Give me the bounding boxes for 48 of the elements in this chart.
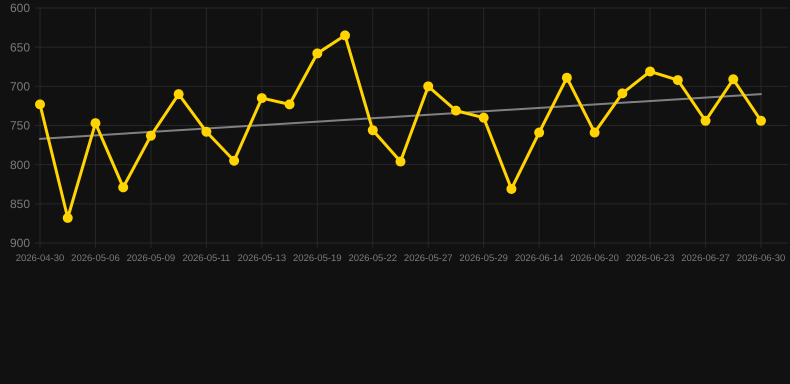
point: [756, 116, 766, 126]
x-tick-label: 2026-06-27: [681, 253, 730, 264]
y-tick-label: 750: [10, 118, 30, 133]
point: [562, 72, 572, 83]
x-tick-label: 2026-06-23: [626, 253, 674, 264]
point: [396, 156, 406, 167]
x-tick-label: 2026-05-22: [348, 253, 398, 264]
point: [478, 112, 489, 123]
y-tick-label: 850: [10, 197, 30, 212]
point: [35, 99, 45, 110]
y-tick-label: 600: [10, 1, 30, 16]
point: [312, 48, 322, 58]
x-tick-label: 2026-05-06: [71, 253, 120, 264]
y-tick-label: 650: [10, 40, 30, 54]
point: [617, 88, 628, 98]
point: [534, 128, 544, 138]
x-tick-label: 2026-05-13: [238, 253, 286, 264]
x-tick-label: 2026-05-11: [182, 253, 230, 264]
point: [340, 30, 350, 40]
x-tick-label: 2026-05-29: [459, 253, 508, 264]
y-tick-label: 700: [10, 80, 30, 94]
x-tick-label: 2026-06-20: [570, 253, 619, 264]
x-tick-label: 2026-05-09: [126, 253, 176, 264]
point: [201, 126, 212, 137]
x-tick-label: 2026-05-27: [404, 253, 453, 264]
point: [672, 75, 683, 86]
point: [174, 89, 184, 100]
point: [62, 212, 73, 223]
y-tick-label: 900: [10, 236, 30, 250]
point: [284, 99, 295, 110]
point: [229, 156, 240, 166]
point: [423, 81, 434, 92]
point: [590, 128, 600, 138]
x-tick-label: 2026-04-30: [16, 253, 64, 264]
point: [506, 184, 516, 194]
point: [118, 182, 128, 192]
x-tick-label: 2026-05-19: [293, 253, 342, 264]
point: [700, 116, 711, 126]
point: [450, 106, 461, 116]
x-tick-label: 2026-06-30: [736, 253, 786, 264]
point: [146, 130, 156, 141]
x-tick-label: 2026-06-14: [514, 253, 564, 264]
point: [368, 125, 378, 136]
point: [645, 66, 656, 76]
point: [728, 74, 738, 84]
y-tick-label: 800: [10, 158, 30, 172]
point: [256, 93, 267, 104]
point: [90, 118, 100, 128]
